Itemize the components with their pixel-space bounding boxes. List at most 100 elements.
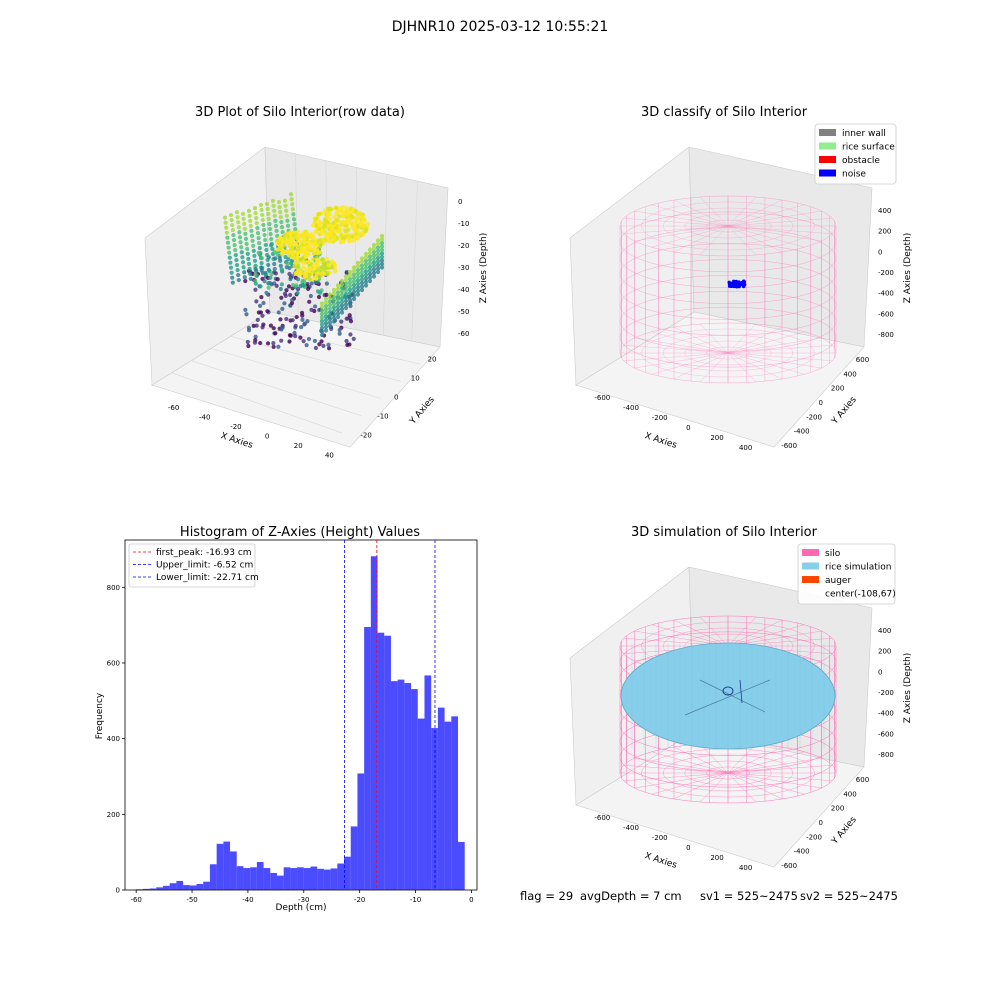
raw-point — [292, 263, 297, 269]
raw-point — [284, 288, 289, 293]
raw-point — [335, 218, 340, 223]
raw-point — [230, 280, 235, 285]
histogram-title: Histogram of Z-Axies (Height) Values — [180, 525, 420, 540]
raw-point — [310, 241, 315, 247]
raw-point — [299, 310, 305, 315]
z-tick-label: 200 — [878, 648, 891, 656]
y-tick-label: 200 — [831, 805, 844, 813]
raw-point — [278, 317, 283, 322]
raw-point — [244, 241, 249, 246]
raw-point — [237, 230, 242, 235]
center-marker — [722, 686, 734, 696]
raw-point — [319, 230, 324, 235]
histogram-bar — [397, 679, 405, 890]
raw-point — [321, 343, 326, 348]
raw-point — [271, 203, 276, 208]
raw-point — [331, 301, 337, 307]
raw-point — [272, 208, 277, 213]
raw-point — [379, 247, 385, 253]
classify-panel-title: 3D classify of Silo Interior — [641, 105, 808, 120]
raw-point — [307, 233, 312, 238]
raw-point — [253, 281, 258, 286]
z-tick-label: 400 — [878, 627, 891, 635]
raw-point — [375, 269, 381, 275]
raw-point — [331, 312, 337, 317]
histogram-bar — [149, 888, 157, 890]
silo-spoke — [727, 352, 822, 369]
x-tick-label: -400 — [623, 824, 639, 832]
raw-point — [317, 342, 322, 347]
raw-point — [335, 311, 341, 316]
raw-point — [236, 272, 241, 278]
histogram-legend: first_peak: -16.93 cm Upper_limit: -6.52 … — [128, 543, 259, 588]
raw-point — [367, 254, 373, 259]
raw-point — [295, 290, 300, 296]
raw-point — [268, 323, 273, 328]
raw-point — [228, 212, 234, 218]
raw-point — [371, 267, 377, 272]
legend-label: auger — [825, 576, 851, 586]
silo-spoke — [727, 204, 805, 227]
raw-point — [323, 321, 329, 326]
raw-point — [264, 290, 269, 295]
histogram-bars — [136, 556, 465, 890]
raw-point — [340, 221, 345, 226]
raw-point — [272, 266, 277, 272]
x-tick-label: 400 — [739, 864, 752, 872]
raw-point — [309, 307, 314, 313]
silo-spoke — [651, 225, 729, 248]
z-tick-label: 0 — [878, 668, 882, 676]
histogram-bar — [263, 868, 271, 890]
raw-point — [250, 238, 255, 243]
x-tick-label: -30 — [298, 896, 309, 904]
raw-point — [343, 277, 349, 283]
raw-point — [323, 310, 329, 316]
raw-point — [276, 344, 281, 349]
raw-point — [359, 256, 365, 261]
raw-point — [335, 297, 341, 302]
raw-point — [375, 255, 381, 261]
silo-spoke — [727, 772, 757, 803]
raw-point — [265, 341, 271, 346]
classify-noise-points — [727, 279, 747, 289]
raw-point — [284, 316, 289, 322]
silo-spoke — [699, 196, 729, 227]
raw-point — [327, 299, 333, 304]
raw-point — [351, 336, 356, 341]
raw-point — [338, 239, 343, 244]
raw-point — [288, 333, 293, 338]
silo-spoke — [673, 199, 729, 227]
raw-point — [252, 258, 258, 263]
legend-frame — [128, 543, 256, 588]
x-tick-label: 0 — [265, 432, 269, 440]
silo-spoke — [727, 352, 833, 361]
histogram-bar — [142, 888, 150, 890]
raw-point — [229, 217, 234, 223]
y-tick-label: 800 — [107, 584, 120, 592]
x-tick-label: -40 — [199, 413, 210, 421]
raw-point — [302, 240, 307, 245]
raw-point — [359, 287, 365, 293]
raw-point — [351, 265, 357, 270]
raw-point — [295, 251, 300, 256]
raw-point — [379, 244, 385, 249]
raw-point — [327, 323, 333, 329]
x-tick-label: 200 — [710, 434, 723, 442]
raw-point — [272, 261, 277, 267]
raw-point — [348, 332, 353, 337]
raw-point — [312, 244, 318, 249]
x-tick-label: 40 — [325, 451, 334, 459]
y-tick-label: 0 — [116, 887, 120, 895]
silo-spoke — [623, 218, 729, 227]
raw-point — [273, 331, 278, 336]
raw-point — [367, 247, 373, 252]
noise-point — [737, 284, 741, 288]
raw-point — [303, 255, 308, 260]
raw-point — [355, 271, 361, 276]
raw-point — [317, 274, 322, 279]
raw-point — [363, 265, 369, 271]
raw-point — [339, 296, 345, 301]
raw-point — [327, 309, 333, 315]
raw-point — [252, 206, 258, 211]
silo-spoke — [727, 352, 805, 375]
